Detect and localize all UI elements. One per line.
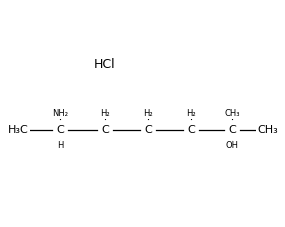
Text: H₂: H₂: [186, 109, 196, 118]
Text: OH: OH: [225, 141, 239, 151]
Text: H₂: H₂: [143, 109, 153, 118]
Text: H₂: H₂: [100, 109, 110, 118]
Text: H₃C: H₃C: [8, 125, 29, 135]
Text: NH₂: NH₂: [52, 109, 68, 118]
Text: CH₃: CH₃: [258, 125, 278, 135]
Text: C: C: [187, 125, 195, 135]
Text: C: C: [101, 125, 109, 135]
Text: C: C: [228, 125, 236, 135]
Text: C: C: [144, 125, 152, 135]
Text: CH₃: CH₃: [224, 109, 240, 118]
Text: H: H: [57, 141, 63, 151]
Text: C: C: [56, 125, 64, 135]
Text: HCl: HCl: [94, 59, 116, 72]
